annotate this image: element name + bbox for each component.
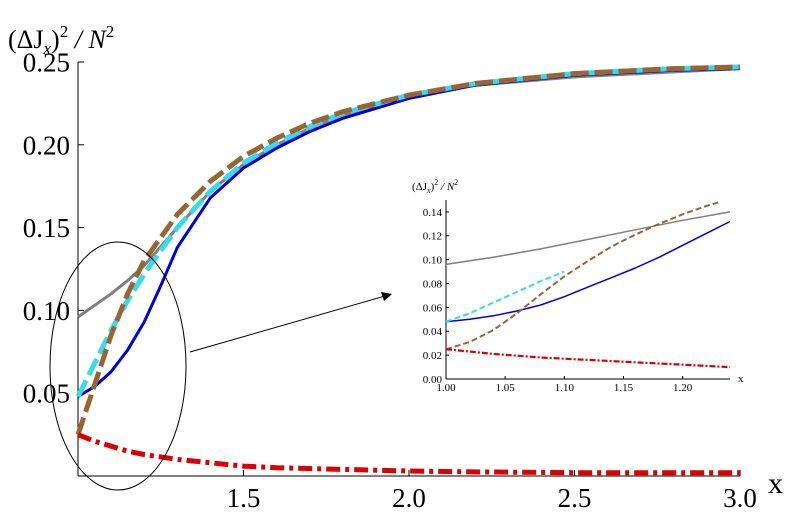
inset-x-tick-label: 1.20 bbox=[673, 382, 693, 394]
main-series bbox=[75, 64, 741, 476]
inset-y-tick-label: 0.06 bbox=[423, 302, 443, 314]
inset-series-line-4 bbox=[445, 201, 719, 351]
inset-x-tick-label: 1.15 bbox=[614, 382, 634, 394]
main-y-tick-label: 0.15 bbox=[23, 213, 70, 243]
main-x-tick-label: 1.5 bbox=[227, 483, 261, 513]
main-y-tick-label: 0.05 bbox=[23, 379, 70, 409]
inset-series-line-5 bbox=[445, 348, 731, 369]
main-x-tick-label: 3.0 bbox=[723, 483, 757, 513]
inset-x-tick-label: 1.00 bbox=[436, 382, 456, 394]
inset-series-line-3 bbox=[445, 270, 565, 323]
main-x-tick-label: 2.5 bbox=[558, 483, 592, 513]
inset-series-line-2 bbox=[445, 220, 731, 323]
zoom-arrow-line bbox=[189, 295, 386, 353]
inset-series-line-1 bbox=[445, 211, 731, 266]
zoom-arrow-head bbox=[381, 292, 392, 301]
inset-y-tick-label: 0.12 bbox=[423, 231, 442, 243]
main-ticks: 1.5 2.0 2.5 3.0 0.05 0.10 0.15 0.20 0.25 bbox=[23, 47, 757, 513]
inset-y-tick-label: 0.02 bbox=[423, 350, 442, 362]
inset-y-tick-label: 0.10 bbox=[423, 255, 443, 267]
inset-y-tick-label: 0.14 bbox=[423, 207, 443, 219]
main-y-axis-title: (ΔJx)2 / N2 bbox=[8, 22, 114, 58]
main-x-axis-title: x bbox=[768, 467, 783, 500]
inset-y-tick-label: 0.04 bbox=[423, 326, 443, 338]
inset-x-tick-label: 1.10 bbox=[555, 382, 575, 394]
inset-y-tick-label: 0.08 bbox=[423, 278, 443, 290]
main-series-line-5 bbox=[77, 432, 740, 476]
main-y-tick-label: 0.25 bbox=[23, 47, 70, 77]
inset-series bbox=[445, 201, 731, 369]
inset-x-axis-title: x bbox=[738, 373, 744, 385]
main-y-tick-label: 0.10 bbox=[23, 296, 70, 326]
main-x-tick-label: 2.0 bbox=[392, 483, 426, 513]
inset-ticks: 1.00 1.05 1.10 1.15 1.20 0.00 0.02 0.04 0.06 0.08… bbox=[423, 207, 693, 394]
inset-y-axis-title: (ΔJx)2 / N2 bbox=[412, 178, 458, 195]
inset-x-tick-label: 1.05 bbox=[496, 382, 516, 394]
main-series-line-4 bbox=[75, 64, 741, 436]
main-y-tick-label: 0.20 bbox=[23, 130, 70, 160]
inset-y-tick-label: 0.00 bbox=[423, 374, 443, 386]
zoom-ellipse bbox=[49, 241, 187, 491]
